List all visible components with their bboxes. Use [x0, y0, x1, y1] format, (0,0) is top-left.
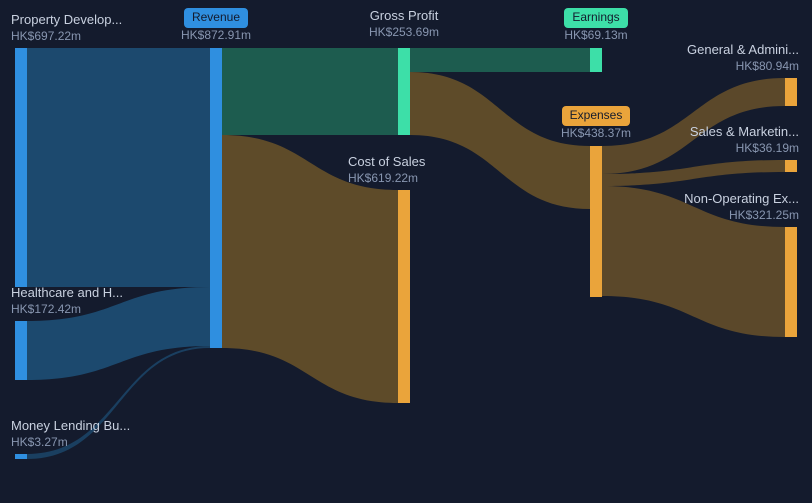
sankey-node[interactable] — [590, 48, 602, 72]
sankey-link — [27, 48, 210, 287]
sankey-node[interactable] — [15, 48, 27, 287]
sankey-link — [27, 287, 210, 380]
sankey-link — [602, 78, 785, 174]
sankey-link — [602, 186, 785, 337]
sankey-node[interactable] — [785, 78, 797, 106]
sankey-node[interactable] — [210, 48, 222, 348]
sankey-link — [410, 48, 590, 72]
sankey-link — [222, 135, 398, 403]
sankey-link — [410, 72, 590, 209]
sankey-node[interactable] — [590, 146, 602, 297]
sankey-node[interactable] — [785, 160, 797, 172]
sankey-link — [222, 48, 398, 135]
sankey-chart — [0, 0, 812, 503]
sankey-node[interactable] — [785, 227, 797, 337]
sankey-node[interactable] — [15, 454, 27, 459]
sankey-node[interactable] — [398, 48, 410, 135]
sankey-node[interactable] — [398, 190, 410, 403]
sankey-node[interactable] — [15, 321, 27, 380]
